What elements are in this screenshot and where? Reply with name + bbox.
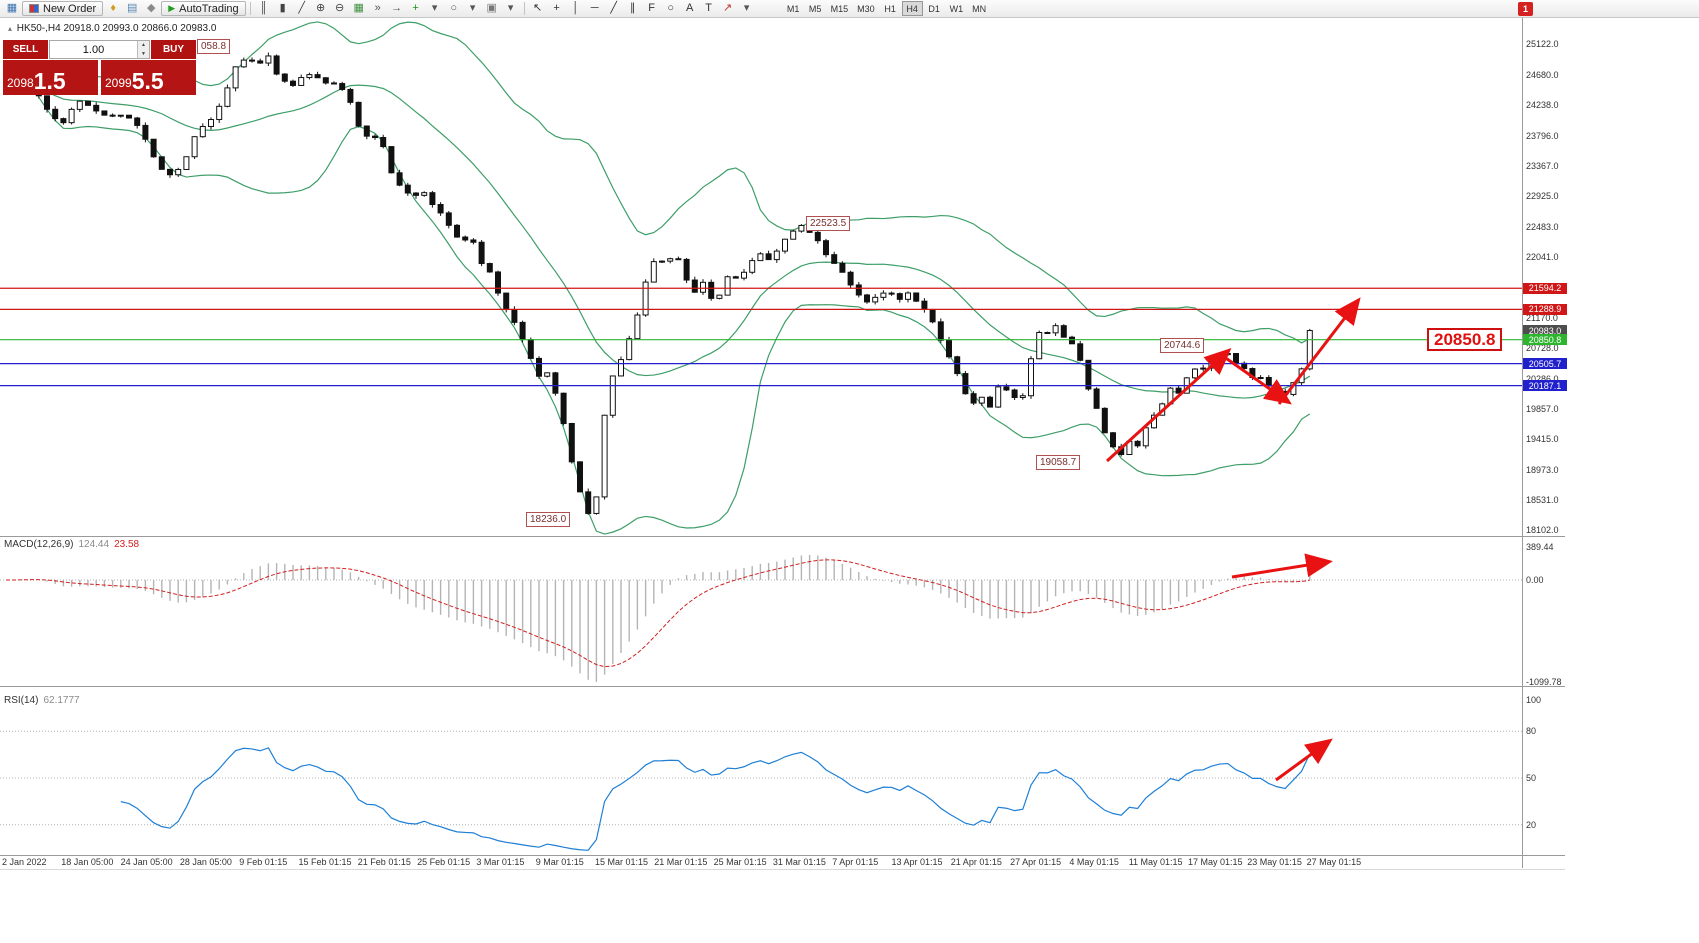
timeframe-d1[interactable]: D1 — [928, 3, 940, 14]
vertical-line-icon[interactable]: │ — [572, 2, 580, 14]
macd-value-signal: 23.58 — [114, 539, 140, 550]
timeframe-mn[interactable]: MN — [972, 3, 987, 14]
channel-icon[interactable]: ∥ — [629, 2, 636, 14]
timeframe-m15[interactable]: M15 — [830, 3, 849, 14]
sell-price-main: 2098 — [7, 76, 34, 90]
rsi-value: 62.1777 — [43, 695, 80, 706]
zoom-out-icon[interactable]: ⊖ — [335, 2, 345, 14]
notification-icon[interactable]: 1 — [1518, 2, 1533, 16]
chart-window-icon[interactable]: ▦ — [6, 2, 18, 14]
sell-button[interactable]: SELL — [3, 40, 48, 59]
buy-price-big: 5.5 — [131, 68, 164, 94]
label-icon[interactable]: T — [705, 2, 712, 14]
data-window-icon[interactable]: ▤ — [126, 2, 138, 14]
rsi-header: RSI(14) 62.1777 — [4, 695, 80, 706]
candles — [3, 52, 1313, 515]
ohlc-values: 20918.0 20993.0 20866.0 20983.0 — [63, 23, 217, 34]
horizontal-line-icon[interactable]: ─ — [590, 2, 599, 14]
chart-title: ▴ HK50-,H4 20918.0 20993.0 20866.0 20983… — [8, 23, 216, 34]
indicators-icon[interactable]: + — [412, 2, 419, 14]
new-order-button[interactable]: New Order — [22, 1, 104, 16]
shapes-icon[interactable]: ○ — [667, 2, 674, 14]
candlestick-chart-icon[interactable]: ▮ — [279, 2, 286, 14]
volume-down-icon[interactable]: ▼ — [137, 49, 149, 58]
tile-windows-icon[interactable]: ▦ — [353, 2, 364, 14]
timeframe-buttons: M1 M5 M15 M30 H1 H4 D1 W1 MN — [783, 1, 991, 16]
buy-price-main: 2099 — [105, 76, 132, 90]
template-dropdown-icon[interactable]: ▾ — [507, 2, 514, 14]
text-icon[interactable]: A — [685, 2, 694, 14]
macd-value-main: 124.44 — [78, 539, 110, 550]
buy-price-button[interactable]: 2099 5.5 — [101, 60, 196, 95]
period-icon[interactable]: ○ — [450, 2, 457, 14]
bar-chart-icon[interactable]: ║ — [259, 2, 268, 14]
horizontal-level-lines — [0, 287, 1522, 387]
crosshair-icon[interactable]: + — [553, 2, 560, 14]
buy-button[interactable]: BUY — [151, 40, 196, 59]
market-watch-icon[interactable]: ♦ — [110, 2, 116, 14]
one-click-trading-panel: SELL 1.00 ▲ ▼ BUY 2098 1.5 2099 5.5 — [3, 40, 196, 95]
volume-stepper[interactable]: 1.00 ▲ ▼ — [49, 40, 150, 59]
panel-frame — [0, 18, 1565, 870]
indicators-dropdown-icon[interactable]: ▾ — [431, 2, 438, 14]
zoom-in-icon[interactable]: ⊕ — [316, 2, 326, 14]
symbol-period: HK50-,H4 — [16, 23, 61, 34]
autotrading-play-icon: ▶ — [168, 3, 176, 13]
rsi-name: RSI(14) — [4, 695, 39, 706]
new-order-icon — [29, 4, 39, 13]
timeframe-h1[interactable]: H1 — [884, 3, 896, 14]
line-chart-icon[interactable]: ╱ — [298, 2, 305, 14]
toolbar: ▦ New Order ♦ ▤ ◆ ▶ AutoTrading ║ ▮ ╱ ⊕ ⊖ ▦ » → + ▾… — [0, 0, 1699, 18]
fibonacci-icon[interactable]: F — [648, 2, 655, 14]
timeframe-m30[interactable]: M30 — [857, 3, 875, 14]
macd-header: MACD(12,26,9) 124.44 23.58 — [4, 539, 139, 550]
cursor-icon[interactable]: ↖ — [533, 2, 543, 14]
indicator-panels — [0, 554, 1522, 851]
volume-up-icon[interactable]: ▲ — [137, 41, 149, 50]
period-dropdown-icon[interactable]: ▾ — [469, 2, 476, 14]
trend-arrows — [1105, 297, 1361, 782]
toolbar-separator — [523, 2, 525, 15]
auto-scroll-icon[interactable]: » — [374, 2, 381, 14]
autotrading-label: AutoTrading — [179, 2, 239, 15]
timeframe-h4[interactable]: H4 — [901, 1, 923, 16]
toolbar-separator — [249, 2, 251, 15]
sell-price-big: 1.5 — [33, 68, 66, 94]
timeframe-m5[interactable]: M5 — [808, 3, 822, 14]
arrows-icon[interactable]: ↗ — [723, 2, 733, 14]
new-order-label: New Order — [43, 2, 97, 15]
volume-value: 1.00 — [82, 43, 105, 56]
volume-spinner: ▲ ▼ — [137, 41, 149, 58]
autotrading-button[interactable]: ▶ AutoTrading — [161, 1, 246, 16]
navigator-icon[interactable]: ◆ — [146, 2, 156, 14]
arrows-dropdown-icon[interactable]: ▾ — [743, 2, 750, 14]
sell-price-button[interactable]: 2098 1.5 — [3, 60, 98, 95]
macd-name: MACD(12,26,9) — [4, 539, 74, 550]
timeframe-m1[interactable]: M1 — [786, 3, 800, 14]
trendline-icon[interactable]: ╱ — [610, 2, 617, 14]
symbol-icon: ▴ — [8, 24, 13, 33]
bollinger-bands — [38, 21, 1311, 535]
template-icon[interactable]: ▣ — [486, 2, 497, 14]
timeframe-w1[interactable]: W1 — [949, 3, 964, 14]
chart-shift-icon[interactable]: → — [391, 2, 403, 14]
